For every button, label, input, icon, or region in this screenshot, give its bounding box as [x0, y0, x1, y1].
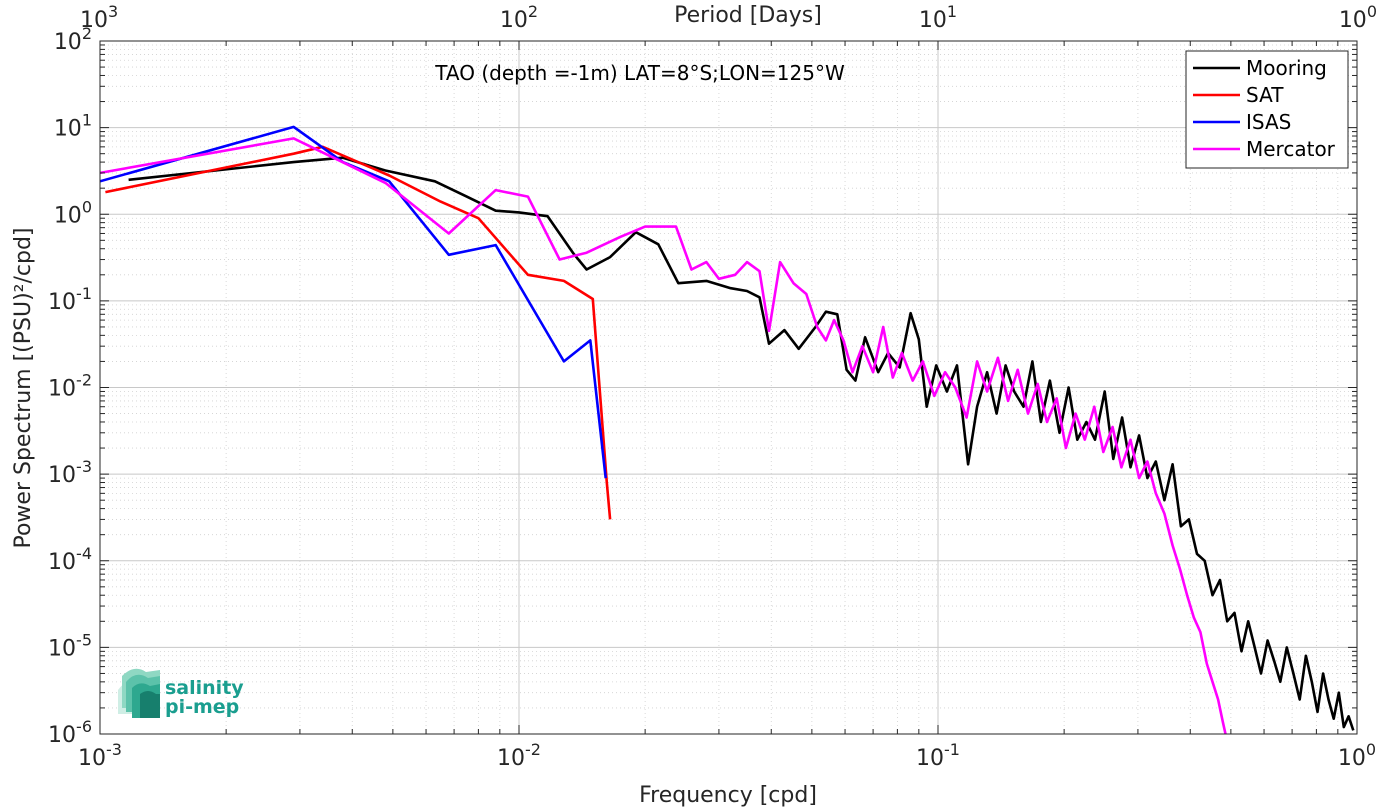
- series-line-mercator: [100, 137, 1227, 734]
- y-tick-label: 10-5: [48, 630, 92, 661]
- top-axis-label: Period [Days]: [674, 3, 822, 28]
- x-tick-label: 10-2: [497, 740, 541, 771]
- minor-grid: [100, 41, 1357, 734]
- legend-label-sat: SAT: [1246, 83, 1284, 107]
- legend-label-mooring: Mooring: [1246, 56, 1327, 80]
- top-tick-label: 103: [80, 2, 118, 33]
- y-tick-label: 10-6: [48, 717, 92, 748]
- top-tick-label: 100: [1339, 2, 1377, 33]
- y-tick-label: 100: [54, 197, 92, 228]
- y-tick-labels: 102 101 100 10-1 10-2 10-3 10-4 10-5 10-6: [48, 24, 92, 748]
- logo-line1: salinity: [165, 677, 244, 699]
- x-tick-labels: 10-3 10-2 10-1 100: [78, 740, 1376, 771]
- top-tick-labels: 103 102 101 100: [80, 2, 1377, 33]
- x-tick-label: 100: [1338, 740, 1376, 771]
- legend: Mooring SAT ISAS Mercator: [1185, 50, 1349, 169]
- x-tick-label: 10-1: [916, 740, 960, 771]
- y-axis-label: Power Spectrum [(PSU)²/cpd]: [11, 227, 36, 548]
- waves-icon: [118, 668, 160, 718]
- y-tick-label: 101: [54, 111, 92, 142]
- salinity-pi-mep-logo: salinity pi-mep: [118, 668, 244, 718]
- y-tick-label: 10-4: [48, 544, 92, 575]
- series-line-mooring: [128, 156, 1355, 731]
- x-tick-label: 10-3: [78, 740, 122, 771]
- series-line-isas: [100, 125, 607, 479]
- legend-label-isas: ISAS: [1246, 110, 1291, 134]
- legend-label-mercator: Mercator: [1246, 137, 1336, 161]
- logo-line2: pi-mep: [165, 696, 239, 718]
- x-axis-label: Frequency [cpd]: [639, 783, 817, 808]
- y-tick-label: 10-2: [48, 371, 92, 402]
- y-tick-label: 10-3: [48, 457, 92, 488]
- y-tick-label: 102: [54, 24, 92, 55]
- top-tick-label: 102: [500, 2, 538, 33]
- top-tick-label: 101: [919, 2, 957, 33]
- tick-marks: [99, 40, 1358, 735]
- y-tick-label: 10-1: [48, 284, 92, 315]
- series-layer: [100, 125, 1355, 734]
- chart-title: TAO (depth =-1m) LAT=8°S;LON=125°W: [434, 61, 845, 85]
